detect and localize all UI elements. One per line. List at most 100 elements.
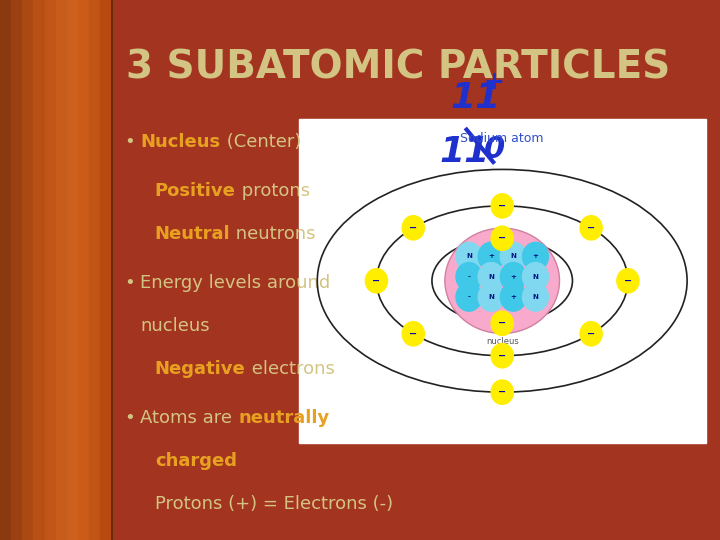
Bar [0,0,74,540]
Bar [0,0,45,540]
Text: -: - [467,294,470,300]
Bar [0,0,56,540]
Bar [0,0,32,540]
Bar [0,0,88,540]
Bar [0,0,12,540]
Bar [22,0,34,540]
Bar [56,0,67,540]
Bar [101,0,112,540]
Text: nucleus: nucleus [140,317,210,335]
Bar [0,0,19,540]
Text: −: − [498,387,506,397]
Text: 3 SUBATOMIC PARTICLES: 3 SUBATOMIC PARTICLES [126,49,670,86]
Text: −: − [498,233,506,244]
Text: Energy levels around: Energy levels around [140,274,330,292]
Text: Atoms are: Atoms are [140,409,238,427]
Text: Sodium atom: Sodium atom [461,132,544,145]
Circle shape [491,194,513,218]
Circle shape [523,242,549,271]
Text: Nucleus: Nucleus [140,133,220,151]
Bar [0,0,104,540]
Bar [0,0,61,540]
Bar [0,0,77,540]
Bar [0,0,42,540]
Bar [0,0,91,540]
Bar [0,0,27,540]
Bar [0,0,40,540]
Bar [0,0,103,540]
Text: Protons (+) = Electrons (-): Protons (+) = Electrons (-) [155,495,393,513]
Text: −: − [587,329,595,339]
Bar [0,0,3,540]
Circle shape [500,242,526,271]
Bar [78,0,89,540]
Bar [299,119,706,443]
Text: •: • [125,409,135,427]
Bar [0,0,89,540]
Circle shape [580,215,602,240]
Bar [0,0,33,540]
Text: N: N [488,274,494,280]
Circle shape [456,283,482,311]
Bar [33,0,45,540]
Bar [0,0,15,540]
Bar [0,0,64,540]
Text: -: - [467,274,470,280]
Bar [0,0,46,540]
Bar [0,0,30,540]
Bar [0,0,66,540]
Text: −: − [372,276,381,286]
Circle shape [491,343,513,368]
Bar [0,0,112,540]
Bar [0,0,55,540]
Bar [0,0,43,540]
Text: −: − [409,329,418,339]
Text: 0: 0 [484,135,505,164]
Circle shape [523,262,549,291]
Text: −: − [498,318,506,328]
Bar [0,0,37,540]
Circle shape [523,283,549,311]
Bar [0,0,79,540]
Bar [0,0,57,540]
Bar [0,0,22,540]
Text: +: + [488,253,494,260]
Bar [0,0,96,540]
Text: −: − [624,276,632,286]
Text: neutrally: neutrally [238,409,329,427]
Circle shape [491,380,513,404]
Bar [0,0,58,540]
Circle shape [402,322,424,346]
Text: −: − [498,201,506,211]
Text: protons: protons [235,182,310,200]
Bar [0,0,4,540]
Bar [0,0,35,540]
Circle shape [402,215,424,240]
Bar [0,0,52,540]
Text: charged: charged [155,452,237,470]
Circle shape [456,262,482,291]
Bar [0,0,28,540]
Bar [0,0,94,540]
Bar [0,0,81,540]
Text: 11: 11 [439,135,490,169]
Text: neutrons: neutrons [230,225,316,243]
Bar [0,0,106,540]
Text: Neutral: Neutral [155,225,230,243]
Bar [0,0,95,540]
Bar [0,0,14,540]
Bar [12,0,22,540]
Circle shape [500,262,526,291]
Bar [0,0,73,540]
Bar [0,0,50,540]
Text: +: + [484,70,505,94]
Bar [0,0,70,540]
Circle shape [580,322,602,346]
Circle shape [500,283,526,311]
Bar [0,0,71,540]
Text: +: + [510,274,516,280]
Bar [0,0,49,540]
Bar [0,0,84,540]
Text: nucleus: nucleus [486,338,518,347]
Bar [0,0,31,540]
